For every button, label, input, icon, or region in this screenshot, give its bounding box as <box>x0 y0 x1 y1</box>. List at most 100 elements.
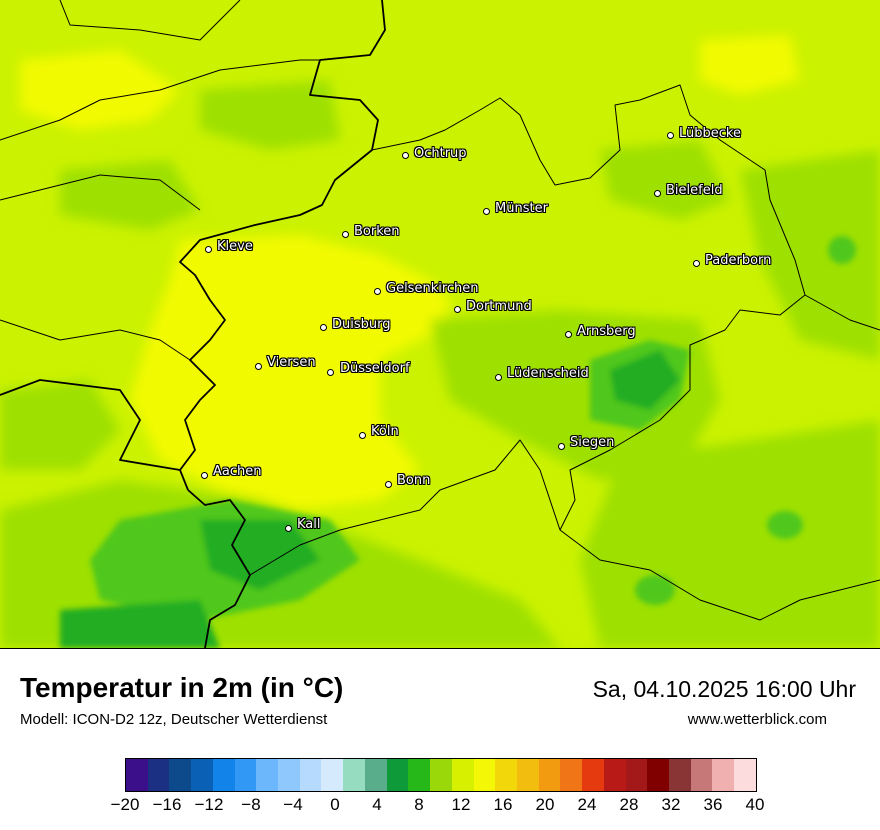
city-dot <box>359 432 366 439</box>
city-label-siegen: Siegen <box>570 435 615 450</box>
city-label-munster: Münster <box>495 201 548 216</box>
legend-color-box <box>364 759 387 791</box>
city-label-ludenscheid: Lüdenscheid <box>507 366 589 381</box>
legend-color-box <box>495 759 517 791</box>
model-source: Modell: ICON-D2 12z, Deutscher Wetterdie… <box>20 711 328 728</box>
legend-tick-label: −16 <box>152 795 182 814</box>
city-label-kall: Kall <box>297 517 321 532</box>
border-be-nl <box>0 379 181 471</box>
legend-tick-label: −8 <box>241 795 261 814</box>
legend-color-box <box>712 759 735 791</box>
border-nl-north <box>59 0 241 41</box>
warm-zone <box>130 235 450 510</box>
legend-color-box <box>603 759 626 791</box>
city-dot <box>255 363 262 370</box>
legend-tick-label: 40 <box>745 795 765 814</box>
border-nrw-rp <box>249 439 561 576</box>
legend-color-box <box>408 759 431 791</box>
legend-color-box <box>560 759 583 791</box>
city-dot <box>374 288 381 295</box>
border-hessen-nds <box>804 294 880 331</box>
city-label-kleve: Kleve <box>217 239 253 254</box>
legend-tick-label: 20 <box>535 795 555 814</box>
legend-color-box <box>278 759 300 791</box>
legend-color-box <box>343 759 365 791</box>
highland-sauerland-core <box>610 350 680 410</box>
legend-color-box <box>126 759 148 791</box>
city-label-dortmund: Dortmund <box>466 299 532 314</box>
legend-color-box <box>538 759 561 791</box>
city-label-lubbecke: Lübbecke <box>679 126 741 141</box>
legend-tick-label: −12 <box>194 795 224 814</box>
legend-color-box <box>212 759 235 791</box>
legend-color-box <box>386 759 409 791</box>
legend-color-box <box>647 759 669 791</box>
border-nrw-nds <box>371 84 806 531</box>
city-label-gelsenkirchen: Gelsenkirchen <box>386 281 479 296</box>
city-label-bonn: Bonn <box>397 473 431 488</box>
forecast-datetime: Sa, 04.10.2025 16:00 Uhr <box>592 676 856 702</box>
green-zone-4 <box>740 150 880 360</box>
legend-tick-label: 36 <box>703 795 723 814</box>
border-nl-inner-1 <box>0 174 201 211</box>
legend-color-box <box>430 759 452 791</box>
city-dot <box>667 132 674 139</box>
green-zone-1 <box>200 80 340 150</box>
city-dot <box>205 246 212 253</box>
highland-south <box>60 600 220 648</box>
border-rp-hessen <box>559 529 880 621</box>
legend-color-box <box>191 759 213 791</box>
border-nl-provinces <box>0 59 320 141</box>
legend-color-box <box>690 759 713 791</box>
legend-color-box <box>668 759 691 791</box>
city-dot <box>320 324 327 331</box>
city-label-koln: Köln <box>371 424 399 439</box>
highland-hessen <box>635 575 675 605</box>
legend-tick-label: 8 <box>414 795 424 814</box>
city-label-dusseldorf: Düsseldorf <box>340 361 410 376</box>
city-dot <box>285 525 292 532</box>
temperature-map <box>0 0 880 649</box>
highland-southeast <box>767 511 803 539</box>
legend-color-box <box>734 759 756 791</box>
legend-tick-label: 12 <box>451 795 471 814</box>
legend-tick-label: 24 <box>577 795 597 814</box>
legend-color-box <box>147 759 170 791</box>
legend-color-box <box>321 759 344 791</box>
city-dot <box>454 306 461 313</box>
city-dot <box>495 374 502 381</box>
legend-color-box <box>299 759 322 791</box>
legend-tick-label: 4 <box>372 795 382 814</box>
legend-color-box <box>625 759 648 791</box>
city-dot <box>558 443 565 450</box>
green-zone-8 <box>600 140 730 220</box>
city-label-duisburg: Duisburg <box>332 317 391 332</box>
city-label-viersen: Viersen <box>267 355 316 370</box>
city-label-borken: Borken <box>354 224 400 239</box>
legend-color-box <box>473 759 496 791</box>
legend-color-box <box>234 759 257 791</box>
warm-zone-east <box>700 35 800 95</box>
city-dot <box>201 472 208 479</box>
legend-tick-label: 0 <box>330 795 340 814</box>
map-title: Temperatur in 2m (in °C) <box>20 672 344 703</box>
warm-zone-north <box>20 50 180 130</box>
color-legend-bar <box>125 758 757 792</box>
legend-tick-label: 16 <box>493 795 513 814</box>
border-be-de <box>187 489 251 648</box>
city-label-aachen: Aachen <box>213 464 262 479</box>
website-link[interactable]: www.wetterblick.com <box>687 711 827 728</box>
legend-tick-label: −20 <box>110 795 140 814</box>
border-nl-de <box>179 0 386 491</box>
legend-color-box <box>582 759 604 791</box>
legend-color-box <box>516 759 539 791</box>
city-dot <box>654 190 661 197</box>
legend-color-box <box>451 759 474 791</box>
border-nl-inner-2 <box>0 319 191 361</box>
city-label-paderborn: Paderborn <box>705 253 772 268</box>
city-dot <box>483 208 490 215</box>
highland-eifel-core <box>200 520 320 590</box>
city-dot <box>693 260 700 267</box>
legend-color-box <box>256 759 279 791</box>
city-label-arnsberg: Arnsberg <box>577 324 636 339</box>
